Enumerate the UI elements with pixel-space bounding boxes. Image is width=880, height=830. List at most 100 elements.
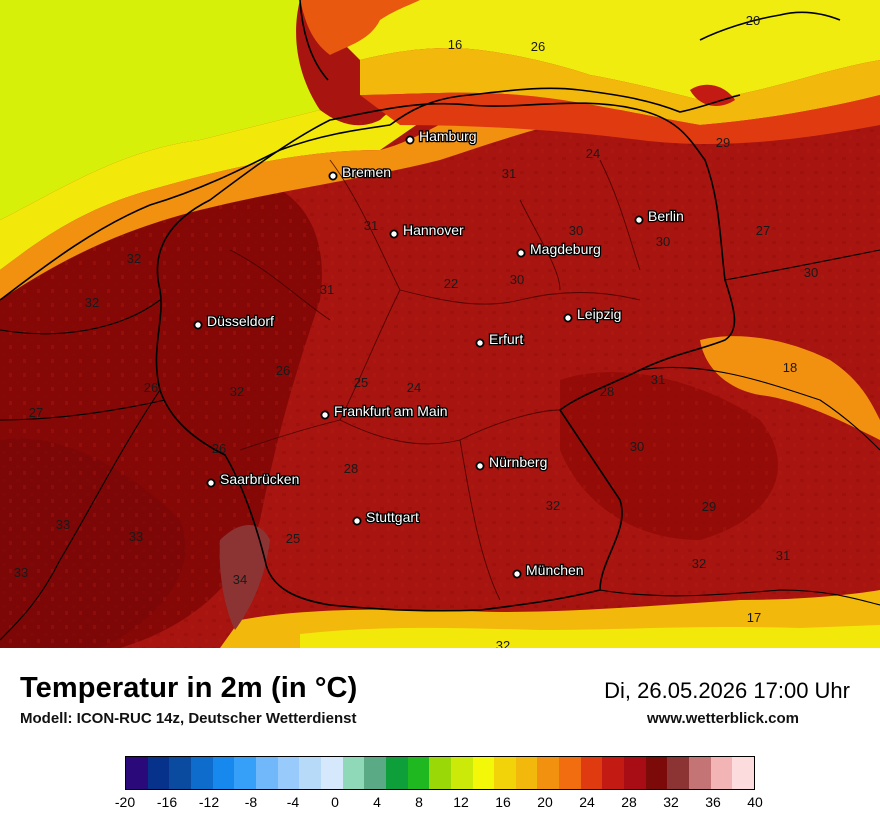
temperature-value: 27 (29, 405, 43, 420)
rhine-valley (219, 525, 270, 630)
legend-tick-label: 20 (537, 794, 553, 810)
legend-tick-label: -12 (198, 794, 220, 810)
legend-swatch (190, 757, 213, 789)
temperature-value: 30 (804, 265, 818, 280)
temperature-value: 28 (344, 461, 358, 476)
city-dot (328, 171, 338, 181)
city-label: Saarbrücken (220, 471, 299, 487)
city-label: Frankfurt am Main (334, 403, 448, 419)
city-dot (193, 320, 203, 330)
legend-swatch (515, 757, 538, 789)
temperature-value: 29 (702, 499, 716, 514)
temperature-value: 16 (448, 37, 462, 52)
city-marker: Frankfurt am Main (320, 402, 449, 420)
temperature-value: 31 (502, 166, 516, 181)
temperature-value: 31 (776, 548, 790, 563)
temperature-value: 29 (716, 135, 730, 150)
temperature-value: 18 (783, 360, 797, 375)
footer: Temperatur in 2m (in °C) Modell: ICON-RU… (0, 648, 880, 830)
temperature-value: 32 (546, 498, 560, 513)
city-dot (634, 215, 644, 225)
city-marker: Hannover (389, 221, 465, 239)
legend-swatch (494, 757, 516, 789)
city-label: München (526, 562, 584, 578)
legend-tick-label: 28 (621, 794, 637, 810)
city-marker: Düsseldorf (193, 312, 275, 330)
legend-swatch (364, 757, 386, 789)
city-label: Hannover (403, 222, 464, 238)
legend-swatch (559, 757, 581, 789)
city-marker: Nürnberg (475, 453, 549, 471)
city-dot (320, 410, 330, 420)
temperature-value: 30 (656, 234, 670, 249)
city-label: Hamburg (419, 128, 477, 144)
legend-tick-label: 16 (495, 794, 511, 810)
city-label: Bremen (342, 164, 391, 180)
legend-tick-label: 8 (415, 794, 423, 810)
city-dot (475, 461, 485, 471)
legend-swatch (234, 757, 256, 789)
mountain-cool-east (700, 336, 880, 440)
city-dot (405, 135, 415, 145)
city-marker: Erfurt (475, 330, 525, 348)
legend-swatch (429, 757, 451, 789)
neighbor-borders (0, 249, 880, 641)
legend-swatch (342, 757, 365, 789)
map-title: Temperatur in 2m (in °C) (20, 672, 358, 704)
coast-orange (0, 83, 620, 300)
temperature-value: 32 (230, 384, 244, 399)
temperature-value: 25 (354, 375, 368, 390)
legend-swatch (147, 757, 170, 789)
legend-tick-label: 12 (453, 794, 469, 810)
city-label: Stuttgart (366, 509, 419, 525)
legend-swatch (299, 757, 321, 789)
temperature-value: 33 (129, 529, 143, 544)
legend-swatch (212, 757, 235, 789)
legend-swatch (450, 757, 473, 789)
ruegen (690, 84, 735, 106)
temperature-value: 22 (444, 276, 458, 291)
legend-tick-label: -16 (156, 794, 178, 810)
website-link[interactable]: www.wetterblick.com (647, 710, 799, 727)
city-dot (389, 229, 399, 239)
temperature-value: 17 (747, 610, 761, 625)
forecast-datetime: Di, 26.05.2026 17:00 Uhr (604, 678, 850, 703)
legend-ticks: -20 -16 -12 -8 -4 0 4 8 12 16 20 24 28 32 36 40 (115, 794, 763, 814)
north-sea-cool (0, 0, 320, 220)
legend-swatch (602, 757, 625, 789)
legend-swatch (126, 757, 148, 789)
legend-tick-label: 36 (705, 794, 721, 810)
legend-swatch (732, 757, 755, 789)
city-marker: München (512, 561, 585, 579)
legend-tick-label: 0 (331, 794, 339, 810)
legend-swatch (407, 757, 430, 789)
legend-swatch (472, 757, 495, 789)
temperature-value: 31 (364, 218, 378, 233)
legend-swatch (320, 757, 343, 789)
temperature-value: 32 (496, 638, 510, 648)
city-label: Düsseldorf (207, 313, 274, 329)
city-markers: Hamburg Bremen Berlin Hannover Magdeburg Düss… (193, 127, 685, 579)
legend-tick-label: -20 (114, 794, 136, 810)
legend-swatch (537, 757, 560, 789)
color-legend (125, 756, 755, 790)
baltic-orange (360, 48, 880, 125)
legend-tick-label: -8 (244, 794, 258, 810)
city-dot (512, 569, 522, 579)
north-sea-yellow (0, 93, 460, 270)
legend-tick-label: 24 (579, 794, 595, 810)
temperature-value: 33 (14, 565, 28, 580)
legend-tick-label: -4 (286, 794, 300, 810)
city-marker: Hamburg (405, 127, 478, 145)
temperature-value: 26 (276, 363, 290, 378)
temperature-value: 30 (630, 439, 644, 454)
legend-swatch (277, 757, 300, 789)
city-marker: Berlin (634, 207, 685, 225)
legend-tick-label: 32 (663, 794, 679, 810)
legend-swatch (580, 757, 603, 789)
temperature-value: 26 (531, 39, 545, 54)
temperature-value: 20 (746, 13, 760, 28)
city-dot (475, 338, 485, 348)
temperature-value: 28 (600, 384, 614, 399)
alps-cool (300, 625, 880, 648)
